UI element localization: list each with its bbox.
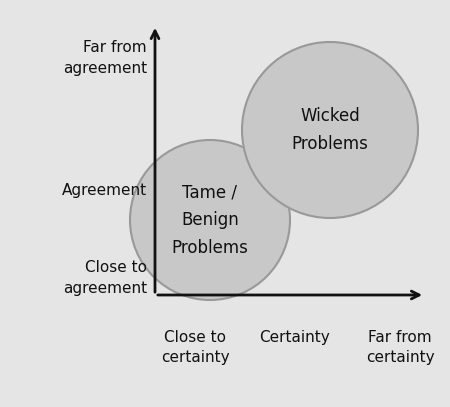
Circle shape [130, 140, 290, 300]
Text: Far from: Far from [83, 41, 147, 55]
Text: certainty: certainty [366, 350, 434, 365]
Text: Tame /
Benign
Problems: Tame / Benign Problems [171, 183, 248, 257]
Text: agreement: agreement [63, 61, 147, 76]
Text: Certainty: Certainty [260, 330, 330, 345]
Text: agreement: agreement [63, 280, 147, 295]
Text: Close to: Close to [164, 330, 226, 345]
Text: Wicked
Problems: Wicked Problems [292, 107, 369, 153]
Text: certainty: certainty [161, 350, 230, 365]
Circle shape [242, 42, 418, 218]
Text: Close to: Close to [85, 260, 147, 276]
Text: Far from: Far from [368, 330, 432, 345]
Text: Agreement: Agreement [62, 182, 147, 197]
